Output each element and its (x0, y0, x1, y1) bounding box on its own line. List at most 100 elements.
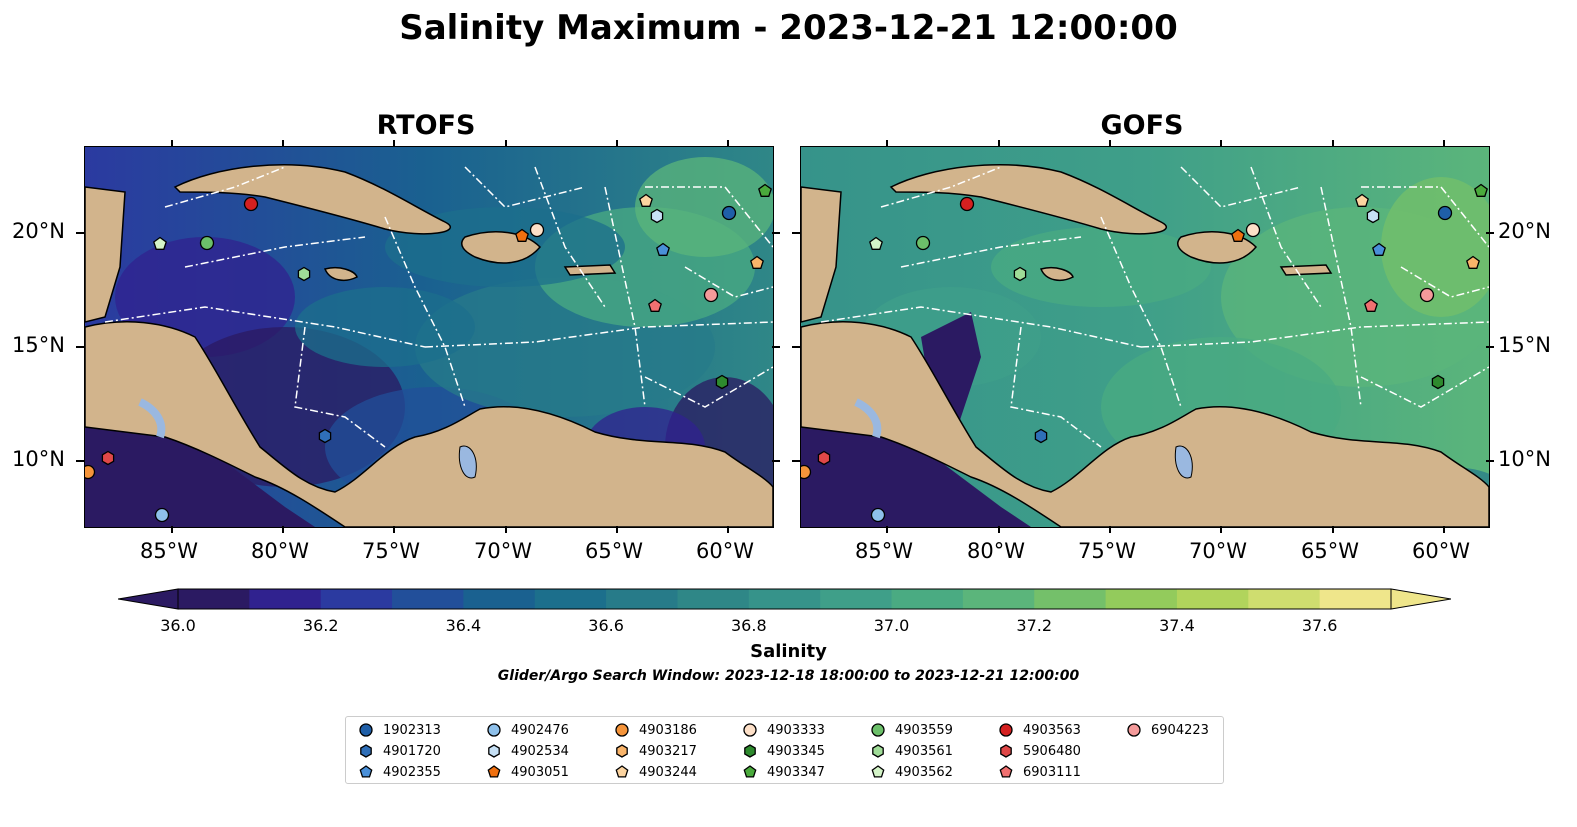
colorbar-tick-label: 37.4 (1159, 616, 1195, 635)
colorbar-segment (249, 589, 322, 609)
y-tick-mark (1486, 460, 1494, 462)
legend-label: 1902313 (383, 722, 441, 738)
legend-item: 4902476 (486, 721, 569, 739)
float-marker-5906480 (101, 450, 115, 466)
colorbar-tick-label: 36.6 (588, 616, 624, 635)
legend-item: 4902355 (358, 763, 441, 781)
float-marker-1902313 (1437, 205, 1453, 221)
gofs-map (800, 146, 1490, 528)
x-tick-mark (393, 140, 395, 147)
legend-label: 4903561 (895, 743, 953, 759)
x-tick-mark (998, 526, 1000, 533)
legend-label: 4903563 (1023, 722, 1081, 738)
float-marker-4903563 (243, 196, 259, 212)
x-tick-mark (1332, 526, 1334, 533)
colorbar-tick-label: 36.2 (302, 616, 339, 635)
x-tick-mark (727, 526, 729, 533)
x-tick-mark (1443, 526, 1445, 533)
float-marker-4902534 (1366, 208, 1380, 224)
x-tick-label: 85°W (140, 539, 198, 563)
y-tick-mark (792, 346, 800, 348)
x-tick-mark (282, 140, 284, 147)
x-tick-label: 65°W (1301, 539, 1359, 563)
legend-item: 4903347 (742, 763, 825, 781)
legend-marker-icon (743, 765, 757, 778)
legend-label: 6903111 (1023, 764, 1081, 780)
legend-marker-icon (360, 744, 372, 758)
colorbar-extend-high (1390, 588, 1452, 610)
colorbar-tick-label: 37.0 (873, 616, 910, 635)
float-marker-4902355 (656, 242, 670, 256)
y-tick-label-left: 15°N (12, 333, 65, 357)
legend-item: 4903563 (998, 721, 1081, 739)
colorbar-segment (1319, 589, 1392, 609)
x-tick-mark (505, 526, 507, 533)
float-marker-4903559 (199, 235, 215, 251)
rtofs-map (84, 146, 774, 528)
legend-item: 1902313 (358, 721, 441, 739)
x-tick-mark (1220, 140, 1222, 147)
legend-item: 4903186 (614, 721, 697, 739)
float-marker-4903345 (715, 374, 729, 390)
y-tick-label-right: 10°N (1498, 447, 1551, 471)
colorbar-segment (463, 589, 536, 609)
legend-label: 4903244 (639, 764, 697, 780)
legend-marker-icon (1000, 744, 1012, 758)
legend-label: 4901720 (383, 743, 441, 759)
x-tick-mark (998, 140, 1000, 147)
float-marker-4903562 (869, 236, 883, 250)
float-marker-4903347 (758, 183, 772, 197)
float-marker-4903051 (515, 228, 529, 242)
colorbar-label: Salinity (750, 641, 827, 662)
legend: 1902313 4901720 4902355 4902476 4902534 49030… (345, 716, 1224, 784)
float-marker-4903563 (959, 196, 975, 212)
legend-item: 4903562 (870, 763, 953, 781)
legend-item: 4901720 (358, 742, 441, 760)
float-marker-4903345 (1431, 374, 1445, 390)
colorbar-segment (534, 589, 607, 609)
colorbar-segment (392, 589, 464, 609)
float-marker-4903561 (297, 266, 311, 282)
search-window-text: Glider/Argo Search Window: 2023-12-18 18… (497, 668, 1080, 684)
legend-label: 4903345 (767, 743, 825, 759)
float-marker-4903347 (1474, 183, 1488, 197)
legend-marker-icon (999, 723, 1013, 737)
legend-marker-icon (615, 765, 629, 778)
legend-label: 6904223 (1151, 722, 1209, 738)
legend-label: 5906480 (1023, 743, 1081, 759)
panel-title-gofs: GOFS (1100, 110, 1184, 141)
legend-item: 4903559 (870, 721, 953, 739)
legend-marker-icon (871, 723, 885, 737)
x-tick-label: 80°W (251, 539, 309, 563)
legend-item: 6903111 (998, 763, 1081, 781)
legend-label: 4903562 (895, 764, 953, 780)
legend-marker-icon (871, 765, 885, 778)
float-marker-4903333 (529, 222, 545, 238)
colorbar-segment (1176, 589, 1249, 609)
legend-marker-icon (359, 765, 373, 778)
legend-item: 4903051 (486, 763, 569, 781)
x-tick-mark (393, 526, 395, 533)
float-marker-4903217 (750, 255, 764, 269)
x-tick-mark (1220, 526, 1222, 533)
float-marker-4903559 (915, 235, 931, 251)
x-tick-mark (616, 526, 618, 533)
y-tick-mark (772, 346, 780, 348)
float-marker-4903244 (1355, 193, 1369, 207)
float-marker-4901720 (318, 428, 332, 444)
legend-item: 4903217 (614, 742, 697, 760)
x-tick-label: 65°W (585, 539, 643, 563)
colorbar-segment (606, 589, 678, 609)
legend-marker-icon (1127, 723, 1141, 737)
colorbar-segment (178, 589, 250, 609)
x-tick-label: 80°W (967, 539, 1025, 563)
colorbar-segment (1105, 589, 1178, 609)
legend-label: 4902534 (511, 743, 569, 759)
colorbar-segment (320, 589, 393, 609)
legend-item: 4902534 (486, 742, 569, 760)
colorbar-segment (1248, 589, 1321, 609)
x-tick-mark (1443, 140, 1445, 147)
legend-label: 4903217 (639, 743, 697, 759)
colorbar-tick-label: 37.6 (1301, 616, 1338, 635)
colorbar (117, 588, 1452, 610)
